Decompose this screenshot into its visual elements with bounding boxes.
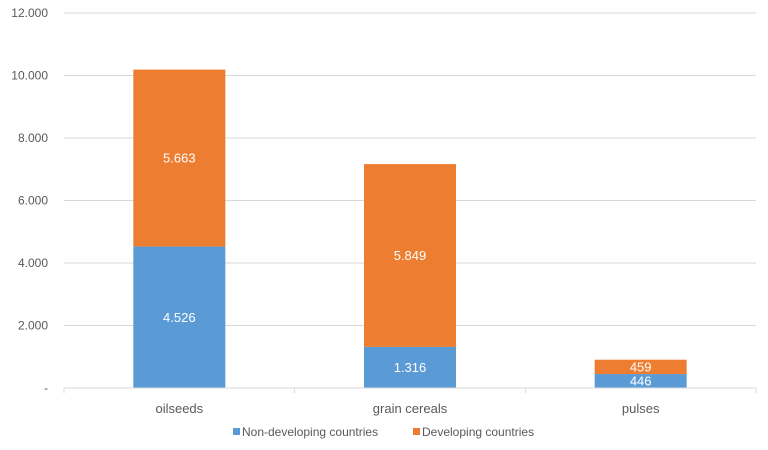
legend: Non-developing countries Developing count… bbox=[233, 425, 534, 439]
data-label: 459 bbox=[630, 359, 652, 374]
legend-label: Non-developing countries bbox=[242, 425, 378, 439]
category-label: grain cereals bbox=[373, 401, 448, 416]
data-label: 446 bbox=[630, 374, 652, 389]
data-label: 5.663 bbox=[163, 151, 196, 166]
y-tick-label: 6.000 bbox=[18, 194, 48, 208]
y-tick-label: - bbox=[44, 381, 48, 395]
category-labels: oilseeds grain cereals pulses bbox=[155, 401, 659, 416]
bar-segment bbox=[594, 374, 687, 388]
x-axis bbox=[63, 387, 757, 393]
data-label: 5.849 bbox=[394, 248, 427, 263]
y-tick-label: 4.000 bbox=[18, 256, 48, 270]
data-label: 4.526 bbox=[163, 310, 196, 325]
y-tick-label: 2.000 bbox=[18, 319, 48, 333]
bar-segment bbox=[364, 346, 456, 388]
bar-segment bbox=[594, 359, 687, 375]
bar-segment bbox=[133, 246, 226, 388]
y-axis-ticks: - 2.000 4.000 6.000 8.000 10.000 12.000 bbox=[11, 6, 48, 395]
y-tick-label: 12.000 bbox=[11, 6, 48, 20]
bar-segment bbox=[133, 69, 226, 247]
legend-label: Developing countries bbox=[422, 425, 534, 439]
y-tick-label: 10.000 bbox=[11, 69, 48, 83]
legend-swatch bbox=[413, 428, 420, 435]
legend-swatch bbox=[233, 428, 240, 435]
data-label: 1.316 bbox=[394, 360, 427, 375]
bar-segment bbox=[364, 164, 456, 347]
category-label: pulses bbox=[622, 401, 660, 416]
y-tick-label: 8.000 bbox=[18, 131, 48, 145]
category-label: oilseeds bbox=[155, 401, 203, 416]
